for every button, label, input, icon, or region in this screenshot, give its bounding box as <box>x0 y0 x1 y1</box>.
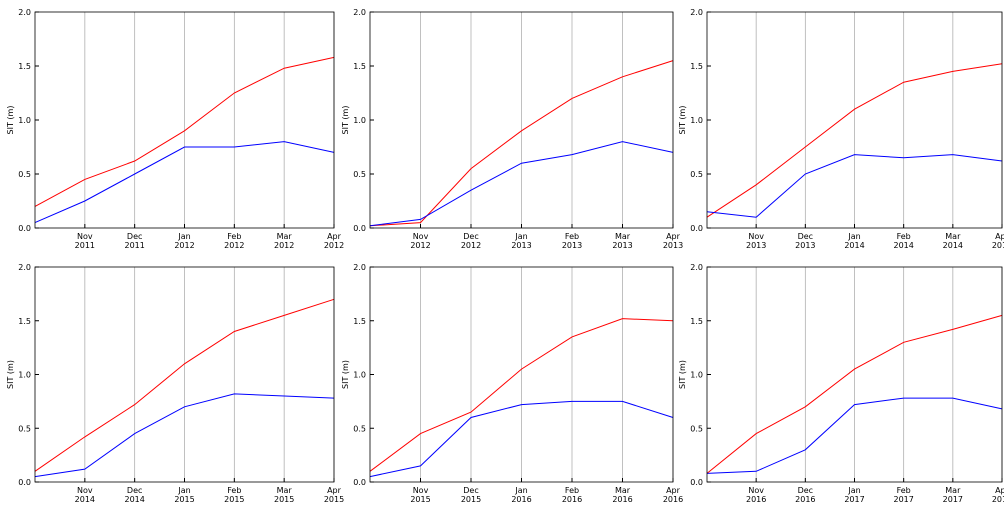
x-tick-label: Mar 2012 <box>274 232 294 250</box>
y-tick-label: 1.0 <box>353 371 366 380</box>
plot-frame <box>34 11 335 229</box>
y-tick-label: 0.0 <box>18 224 31 233</box>
subplot: Nov 2015 Dec 2015 Jan 2016 Feb 2016 Mar 2016 Apr 20… <box>341 263 683 504</box>
subplot: Nov 2011 Dec 2011 Jan 2012 Feb 2012 Mar 2012 Apr 20… <box>6 8 344 250</box>
y-axis-label: SIT (m) <box>6 360 15 389</box>
x-tick-label: Nov 2015 <box>410 486 430 504</box>
x-tick-label: Apr2017 <box>992 486 1004 504</box>
y-tick-label: 0.0 <box>690 478 703 487</box>
x-tick-label: Jan 2014 <box>844 232 864 250</box>
x-tick-label: Nov 2014 <box>75 486 95 504</box>
x-tick-label: Nov 2011 <box>75 232 95 250</box>
y-tick-label: 0.0 <box>353 478 366 487</box>
x-tick-label: Dec 2013 <box>795 232 815 250</box>
y-tick-label: 2.0 <box>690 263 703 272</box>
data-line <box>706 154 1003 218</box>
x-tick-label: Jan 2016 <box>511 486 531 504</box>
x-tick-label: Mar 2013 <box>612 232 632 250</box>
y-tick-label: 1.5 <box>690 62 703 71</box>
y-axis-label: SIT (m) <box>341 360 350 389</box>
data-line <box>706 397 1003 474</box>
plot-frame <box>706 266 1003 483</box>
data-line <box>706 63 1003 218</box>
y-axis-label: SIT (m) <box>678 360 687 389</box>
y-tick-label: 1.0 <box>690 116 703 125</box>
x-tick-label: Feb 2013 <box>562 232 582 250</box>
y-axis-label: SIT (m) <box>678 106 687 135</box>
x-tick-label: Apr 2016 <box>663 486 683 504</box>
data-line <box>34 298 335 472</box>
subplot: Nov 2012 Dec 2012 Jan 2013 Feb 2013 Mar 2013 Apr 20… <box>341 8 683 250</box>
data-line <box>34 56 335 207</box>
data-line <box>369 318 674 472</box>
y-tick-label: 1.0 <box>690 371 703 380</box>
y-tick-label: 2.0 <box>18 263 31 272</box>
y-tick-label: 1.5 <box>18 317 31 326</box>
x-tick-label: Dec 2014 <box>124 486 144 504</box>
subplot: Nov 2014 Dec 2014 Jan 2015 Feb 2015 Mar 2015 Apr 20… <box>6 263 344 504</box>
x-tick-label: Mar 2015 <box>274 486 294 504</box>
y-tick-label: 2.0 <box>353 8 366 17</box>
y-tick-label: 0.5 <box>690 170 703 179</box>
x-tick-label: Feb 2014 <box>893 232 913 250</box>
y-tick-label: 0.5 <box>18 170 31 179</box>
x-tick-label: Nov 2013 <box>746 232 766 250</box>
x-tick-label: Dec 2016 <box>795 486 815 504</box>
x-tick-label: Mar 2014 <box>943 232 963 250</box>
data-line <box>34 393 335 478</box>
x-tick-label: Jan 2013 <box>511 232 531 250</box>
x-tick-label: Dec 2011 <box>124 232 144 250</box>
data-line <box>369 141 674 227</box>
plot-frame <box>369 266 674 483</box>
x-tick-label: Nov 2016 <box>746 486 766 504</box>
y-tick-label: 2.0 <box>690 8 703 17</box>
x-tick-label: Dec 2015 <box>461 486 481 504</box>
plot-frame <box>369 11 674 229</box>
y-axis-label: SIT (m) <box>6 106 15 135</box>
y-tick-label: 1.0 <box>353 116 366 125</box>
data-line <box>369 60 674 227</box>
data-line <box>706 314 1003 474</box>
y-tick-label: 2.0 <box>18 8 31 17</box>
x-tick-label: Jan 2012 <box>174 232 194 250</box>
y-tick-label: 1.5 <box>353 317 366 326</box>
plot-frame <box>34 266 335 483</box>
y-tick-label: 0.5 <box>690 424 703 433</box>
x-tick-label: Apr2014 <box>992 232 1004 250</box>
y-tick-label: 0.5 <box>353 424 366 433</box>
y-tick-label: 0.5 <box>18 424 31 433</box>
y-tick-label: 1.5 <box>353 62 366 71</box>
y-tick-label: 1.5 <box>18 62 31 71</box>
plot-frame <box>706 11 1003 229</box>
x-tick-label: Mar 2017 <box>943 486 963 504</box>
y-tick-label: 1.0 <box>18 116 31 125</box>
data-line <box>34 141 335 224</box>
x-tick-label: Feb 2017 <box>893 486 913 504</box>
x-tick-label: Dec 2012 <box>461 232 481 250</box>
y-tick-label: 2.0 <box>353 263 366 272</box>
y-tick-label: 0.0 <box>690 224 703 233</box>
y-tick-label: 0.0 <box>353 224 366 233</box>
x-tick-label: Jan 2017 <box>844 486 864 504</box>
x-tick-label: Apr 2015 <box>324 486 344 504</box>
y-tick-label: 0.0 <box>18 478 31 487</box>
x-tick-label: Feb 2016 <box>562 486 582 504</box>
y-axis-label: SIT (m) <box>341 106 350 135</box>
x-tick-label: Feb 2015 <box>224 486 244 504</box>
y-tick-label: 1.5 <box>690 317 703 326</box>
x-tick-label: Nov 2012 <box>410 232 430 250</box>
y-tick-label: 1.0 <box>18 371 31 380</box>
x-tick-label: Apr 2012 <box>324 232 344 250</box>
x-tick-label: Mar 2016 <box>612 486 632 504</box>
data-line <box>369 400 674 478</box>
y-tick-label: 0.5 <box>353 170 366 179</box>
x-tick-label: Feb 2012 <box>224 232 244 250</box>
x-tick-label: Apr 2013 <box>663 232 683 250</box>
x-tick-label: Jan 2015 <box>174 486 194 504</box>
